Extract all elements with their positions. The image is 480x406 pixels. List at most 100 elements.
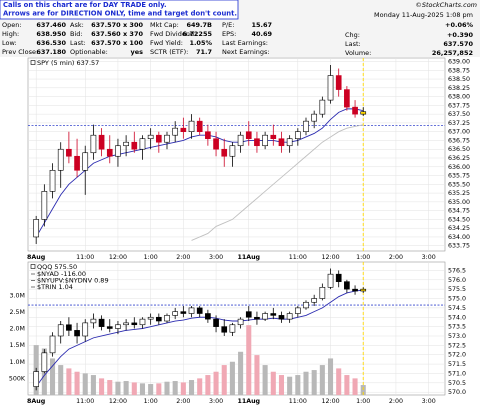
candle-body (90, 134, 97, 154)
volume-bar (287, 376, 293, 395)
volume-bar (336, 368, 342, 395)
x-tick-label: 1:00 (144, 398, 158, 405)
volume-tick-label: 500K (9, 375, 26, 382)
x-tick-label: 12:00 (109, 398, 127, 405)
y-tick-label: 572.5 (448, 342, 466, 349)
volume-bar (180, 382, 186, 395)
x-tick-label: 2:00 (389, 398, 403, 405)
candle-body (82, 322, 89, 337)
y-tick-label: 570.0 (448, 389, 466, 396)
candle-body (180, 127, 187, 132)
volume-bar (66, 368, 72, 395)
volume-bar (221, 365, 227, 395)
volume-bar (188, 380, 195, 395)
candle-body (245, 311, 252, 318)
field-label: SCTR (ETF): (150, 48, 188, 56)
x-tick-label: 11Aug (237, 254, 260, 261)
field-value: 637.570 x 300 (91, 21, 143, 29)
candle-body (262, 134, 268, 147)
candle-body (270, 134, 277, 140)
plot-area (27, 261, 446, 396)
candle-body (352, 106, 358, 115)
candle-body (245, 131, 252, 140)
field-value: 6.72255 (182, 30, 212, 38)
indicator-label: $TRIN 1.04 (37, 283, 73, 291)
moving-average (191, 124, 364, 241)
candle-body (254, 316, 260, 320)
candle-body (41, 191, 48, 220)
candle-body (98, 318, 105, 327)
y-tick-label: 638.25 (448, 85, 470, 92)
field-label: EPS: (222, 30, 236, 38)
x-tick-label: 2:00 (176, 398, 190, 405)
volume-bar (213, 371, 219, 395)
x-tick-label: 3:00 (209, 398, 223, 405)
y-tick-label: 639.00 (448, 59, 470, 66)
candle-body (229, 145, 236, 157)
banner-text: Arrows are for DIRECTION ONLY, time and … (3, 10, 237, 18)
x-tick-label: 12:00 (321, 254, 339, 261)
chart-title: SPY (5 min) 637.57 (37, 59, 99, 67)
legend-icon (30, 60, 36, 65)
field-value: 636.530 (36, 39, 66, 47)
candle-body (172, 311, 179, 316)
y-tick-label: 638.50 (448, 76, 470, 83)
y-tick-label: 572.0 (448, 352, 466, 359)
x-tick-label: 3:00 (422, 254, 436, 261)
y-tick-label: 575.0 (448, 296, 466, 303)
candle-body (106, 326, 113, 329)
candle-body (229, 324, 236, 333)
candle-body (294, 131, 301, 140)
volume-bar (156, 383, 162, 395)
candle-body (196, 120, 203, 132)
x-tick-label: 3:00 (422, 398, 436, 405)
field-label: Fwd Yield: (150, 39, 183, 47)
field-value: 15.67 (251, 21, 272, 29)
field-value: 637.560 x 370 (91, 30, 143, 38)
candle-body (180, 311, 187, 314)
candle-body (57, 324, 64, 337)
volume-bar (123, 381, 129, 395)
candle-body (57, 148, 64, 171)
y-tick-label: 638.00 (448, 94, 470, 101)
volume-tick-label: 1.5M (10, 342, 25, 349)
y-tick-label: 637.25 (448, 120, 470, 127)
x-tick-label: 12:00 (321, 398, 339, 405)
candle-body (303, 301, 309, 309)
candle-body (286, 138, 293, 147)
volume-tick-label: 3.0M (10, 292, 25, 299)
candle-body (237, 134, 244, 147)
candle-body (131, 322, 138, 326)
candle-body (123, 322, 129, 326)
candle-body (205, 131, 211, 140)
candle-body (74, 155, 80, 171)
candle-body (360, 111, 367, 115)
change-pct: +0.06% (445, 21, 473, 29)
candle-body (237, 318, 244, 326)
volume-bar (172, 381, 178, 395)
field-value: 26,257,852 (432, 49, 473, 57)
candle-body (311, 298, 318, 303)
field-value: yes (130, 48, 143, 56)
volume-bar (303, 371, 309, 395)
candle-body (335, 273, 342, 282)
candle-body (319, 286, 326, 299)
field-label: Fwd Dividend: (150, 30, 196, 38)
y-tick-label: 637.50 (448, 111, 470, 118)
date: Monday 11-Aug-2025 1:08 pm (374, 11, 473, 19)
candle-body (221, 326, 228, 333)
y-tick-label: 636.25 (448, 155, 470, 162)
candle-body (344, 281, 350, 290)
candle-body (66, 148, 72, 157)
field-label: Mkt Cap: (150, 21, 179, 29)
candle-body (286, 313, 293, 320)
y-tick-label: 635.75 (448, 173, 470, 180)
candle-body (74, 330, 80, 337)
y-tick-label: 636.50 (448, 146, 470, 153)
field-label: Optionable: (70, 48, 108, 56)
y-tick-label: 634.75 (448, 208, 470, 215)
volume-bar (278, 375, 285, 395)
y-tick-label: 576.5 (448, 267, 466, 274)
field-label: Chg: (345, 31, 360, 39)
volume-bar (148, 384, 154, 395)
